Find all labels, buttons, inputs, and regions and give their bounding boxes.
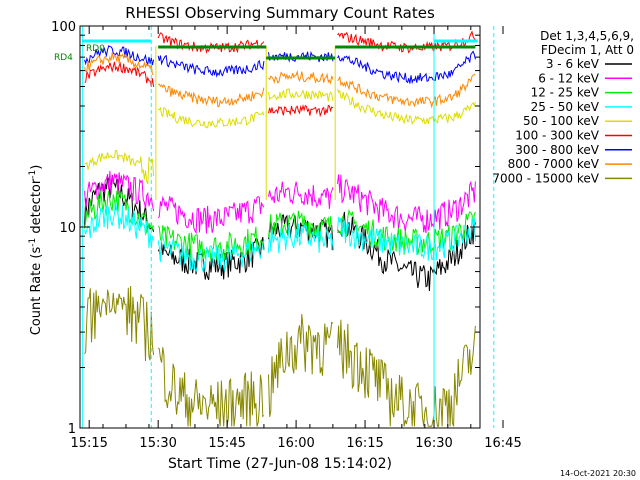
legend-label-1: 6 - 12 keV — [538, 71, 600, 85]
series-0-segment-3 — [337, 211, 476, 292]
series-1-segment-1 — [157, 195, 265, 235]
series-6-segment-1 — [157, 54, 265, 78]
series-2-segment-2 — [268, 210, 333, 241]
series-7-segment-3 — [337, 73, 476, 109]
legend-label-4: 50 - 100 keV — [523, 114, 600, 128]
series-4-segment-2 — [268, 88, 334, 102]
y-axis-label-sup: -1 — [28, 238, 38, 247]
detector-info-line2: FDecim 1, Att 0 — [541, 43, 634, 57]
legend-label-3: 25 - 50 keV — [531, 100, 600, 114]
series-3-segment-2 — [268, 223, 334, 254]
series-7-segment-0 — [84, 52, 154, 75]
series-7 — [84, 52, 476, 109]
series-8-segment-0 — [84, 285, 155, 362]
series-0-segment-1 — [157, 236, 265, 281]
series-3-segment-1 — [157, 233, 265, 273]
x-tick-label-0: 15:15 — [70, 436, 107, 451]
y-tick-label-1: 10 — [59, 221, 76, 236]
flag-bars: RD0 RD4 — [54, 39, 478, 63]
series-5-segment-0 — [84, 61, 155, 87]
series-6-segment-3 — [337, 50, 476, 85]
series-4-segment-0 — [84, 149, 155, 185]
x-tick-label-3: 16:00 — [277, 436, 314, 451]
series-3 — [84, 200, 476, 273]
series-8 — [84, 285, 476, 427]
series-1-segment-2 — [268, 181, 334, 209]
y-axis-label-end: ) — [29, 165, 44, 170]
x-tick-label-4: 16:15 — [346, 436, 383, 451]
series-8-segment-1 — [157, 347, 265, 427]
y-tick-label-0: 1 — [68, 422, 76, 437]
y-axis-label-mid: detector — [29, 178, 44, 238]
x-tick-label-5: 16:30 — [415, 436, 452, 451]
x-axis-label: Start Time (27-Jun-08 15:14:02) — [168, 456, 392, 472]
series-1 — [84, 170, 476, 235]
legend-label-2: 12 - 25 keV — [531, 86, 600, 100]
y-axis-label-main: Count Rate (s — [29, 247, 44, 336]
series-7-segment-2 — [268, 69, 334, 85]
series-4-segment-1 — [157, 106, 265, 129]
legend-label-7: 800 - 7000 keV — [508, 157, 600, 171]
y-tick-label-2: 100 — [51, 20, 76, 35]
series-5 — [84, 30, 476, 118]
series-6-segment-0 — [84, 45, 155, 66]
y-axis-label-sup2: -1 — [28, 170, 38, 179]
flag-label-rd4: RD4 — [54, 53, 73, 63]
series-3-segment-3 — [337, 216, 476, 261]
x-tick-label-1: 15:30 — [139, 436, 176, 451]
series-2-segment-3 — [337, 208, 476, 255]
series-1-segment-0 — [84, 170, 155, 212]
series-8-segment-2 — [268, 314, 334, 417]
flag-label-rd0: RD0 — [86, 44, 105, 54]
detector-info-line1: Det 1,3,4,5,6,9, — [540, 29, 634, 43]
series-1-segment-3 — [337, 174, 476, 234]
series-2-segment-0 — [84, 189, 155, 235]
x-tick-label-2: 15:45 — [208, 436, 245, 451]
series-3-segment-0 — [84, 200, 155, 249]
series-7-segment-1 — [158, 83, 265, 108]
series-4-segment-3 — [337, 88, 476, 125]
footer-date: 14-Oct-2021 20:30 — [560, 469, 636, 478]
series-4 — [84, 88, 476, 185]
series-5-segment-1 — [157, 32, 265, 54]
axis-ticks: 1 10 100 15:15 15:30 15:45 16:00 16:15 16:30 16:4… — [51, 20, 522, 451]
x-tick-label-6: 16:45 — [484, 436, 521, 451]
legend-label-8: 7000 - 15000 keV — [492, 171, 599, 185]
series-8-segment-3 — [337, 319, 476, 427]
series-curves — [84, 30, 476, 427]
legend-label-0: 3 - 6 keV — [546, 57, 600, 71]
legend-label-5: 100 - 300 keV — [515, 129, 599, 143]
series-5-segment-2 — [268, 103, 334, 118]
y-axis-label: Count Rate (s-1 detector-1) — [28, 165, 44, 336]
legend-label-6: 300 - 800 keV — [515, 143, 599, 157]
chart-title: RHESSI Observing Summary Count Rates — [125, 4, 435, 22]
